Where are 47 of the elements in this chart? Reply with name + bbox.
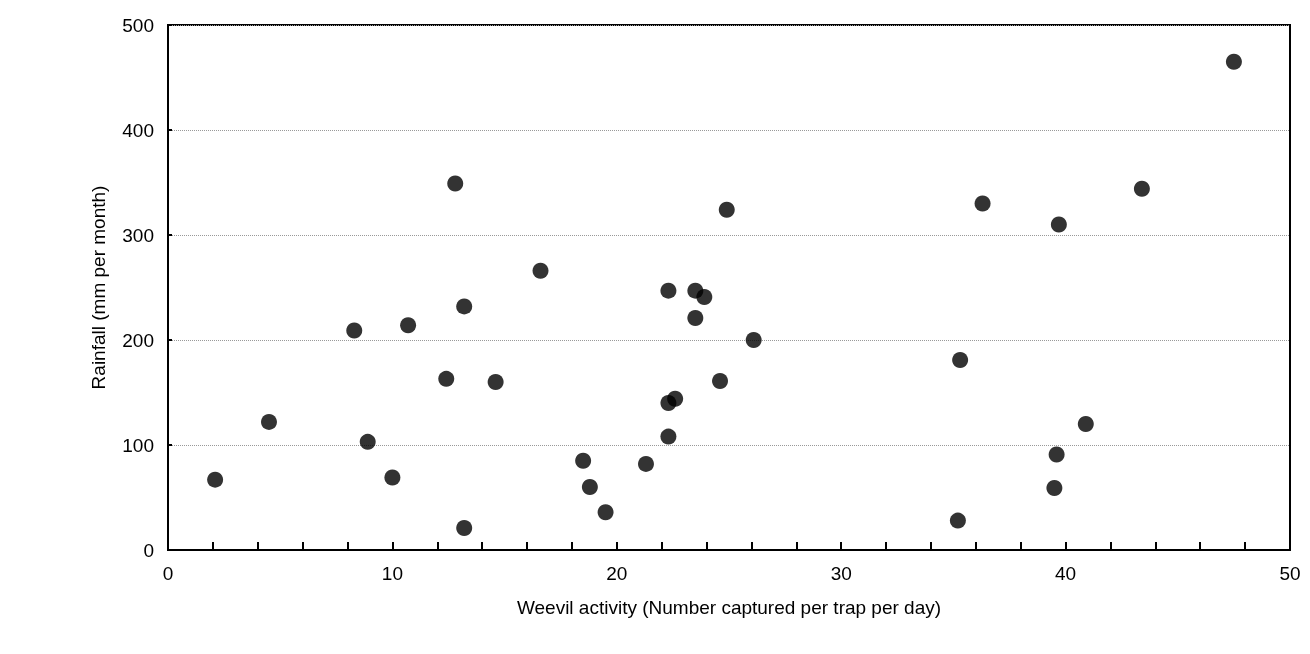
point xyxy=(637,455,654,472)
point xyxy=(447,175,464,192)
point xyxy=(597,504,614,521)
point xyxy=(359,433,376,450)
point xyxy=(207,471,224,488)
point xyxy=(687,309,704,326)
point xyxy=(346,322,363,339)
y-tick-label: 300 xyxy=(122,224,154,246)
point xyxy=(718,201,735,218)
y-tick-label: 500 xyxy=(122,14,154,36)
y-tick-label: 0 xyxy=(143,539,154,561)
point xyxy=(660,428,677,445)
point xyxy=(400,317,417,334)
point xyxy=(667,390,684,407)
point xyxy=(660,282,677,299)
y-tick-label: 400 xyxy=(122,119,154,141)
point xyxy=(575,452,592,469)
x-tick-label: 0 xyxy=(162,563,174,584)
point xyxy=(745,332,762,348)
point xyxy=(532,262,549,279)
point xyxy=(1077,416,1094,432)
point xyxy=(712,372,729,389)
x-tick-label: 20 xyxy=(606,563,628,584)
y-tick-label: 200 xyxy=(122,329,154,351)
point xyxy=(1050,216,1067,233)
point xyxy=(581,479,598,495)
x-axis-title: Weevil activity (Number captured per trap per day) xyxy=(516,597,942,618)
point xyxy=(438,370,455,387)
point xyxy=(949,512,966,529)
point xyxy=(1046,480,1063,497)
x-tick-label: 10 xyxy=(381,563,403,584)
y-tick-label: 100 xyxy=(122,434,154,456)
point xyxy=(261,413,277,430)
point xyxy=(384,469,401,486)
x-tick-label: 50 xyxy=(1279,563,1301,584)
point xyxy=(487,374,504,390)
y-axis-title: Rainfall (mm per month) xyxy=(88,185,109,390)
point xyxy=(696,288,713,305)
point xyxy=(1225,53,1242,70)
point xyxy=(952,351,969,368)
point xyxy=(1048,446,1065,463)
x-tick-label: 30 xyxy=(830,563,852,584)
point xyxy=(1133,180,1150,197)
x-tick-label: 40 xyxy=(1055,563,1077,584)
point xyxy=(456,298,473,315)
point xyxy=(974,195,991,212)
point xyxy=(456,519,473,536)
